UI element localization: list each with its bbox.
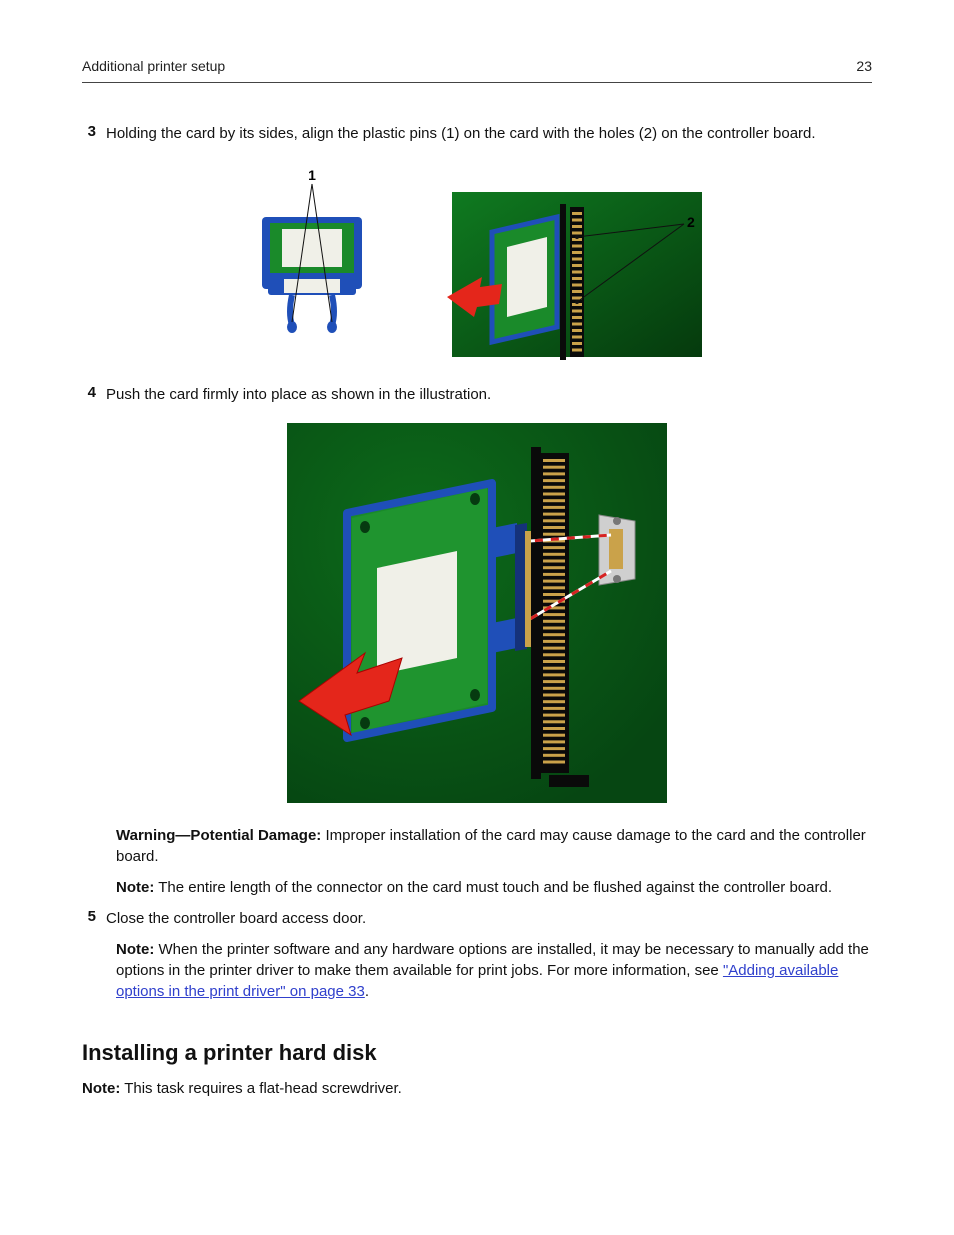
warning-label: Warning—Potential Damage: (116, 827, 321, 844)
note-text: The entire length of the connector on th… (154, 879, 832, 896)
figure-2 (82, 423, 872, 803)
final-note: Note: This task requires a flat-head scr… (82, 1080, 872, 1097)
section-heading: Installing a printer hard disk (82, 1040, 872, 1066)
step-number: 5 (82, 908, 106, 929)
step-number: 3 (82, 123, 106, 144)
note-post-text: . (365, 983, 369, 1000)
note-paragraph-1: Note: The entire length of the connector… (116, 877, 872, 898)
note-label: Note: (116, 941, 154, 958)
step-text: Holding the card by its sides, align the… (106, 123, 872, 144)
note-paragraph-2: Note: When the printer software and any … (116, 939, 872, 1002)
step-number: 4 (82, 384, 106, 405)
svg-text:1: 1 (308, 167, 316, 183)
svg-text:2: 2 (687, 214, 695, 230)
header-title: Additional printer setup (82, 58, 225, 74)
note-label: Note: (116, 879, 154, 896)
step-5: 5 Close the controller board access door… (82, 908, 872, 929)
note-text: This task requires a flat-head screwdriv… (120, 1080, 402, 1097)
step-3: 3 Holding the card by its sides, align t… (82, 123, 872, 144)
header-page-number: 23 (856, 58, 872, 74)
figure-1: 12 (82, 162, 872, 362)
step-4: 4 Push the card firmly into place as sho… (82, 384, 872, 405)
warning-paragraph: Warning—Potential Damage: Improper insta… (116, 825, 872, 867)
page-header: Additional printer setup 23 (82, 58, 872, 83)
step-text: Push the card firmly into place as shown… (106, 384, 872, 405)
note-label: Note: (82, 1080, 120, 1097)
step-text: Close the controller board access door. (106, 908, 872, 929)
